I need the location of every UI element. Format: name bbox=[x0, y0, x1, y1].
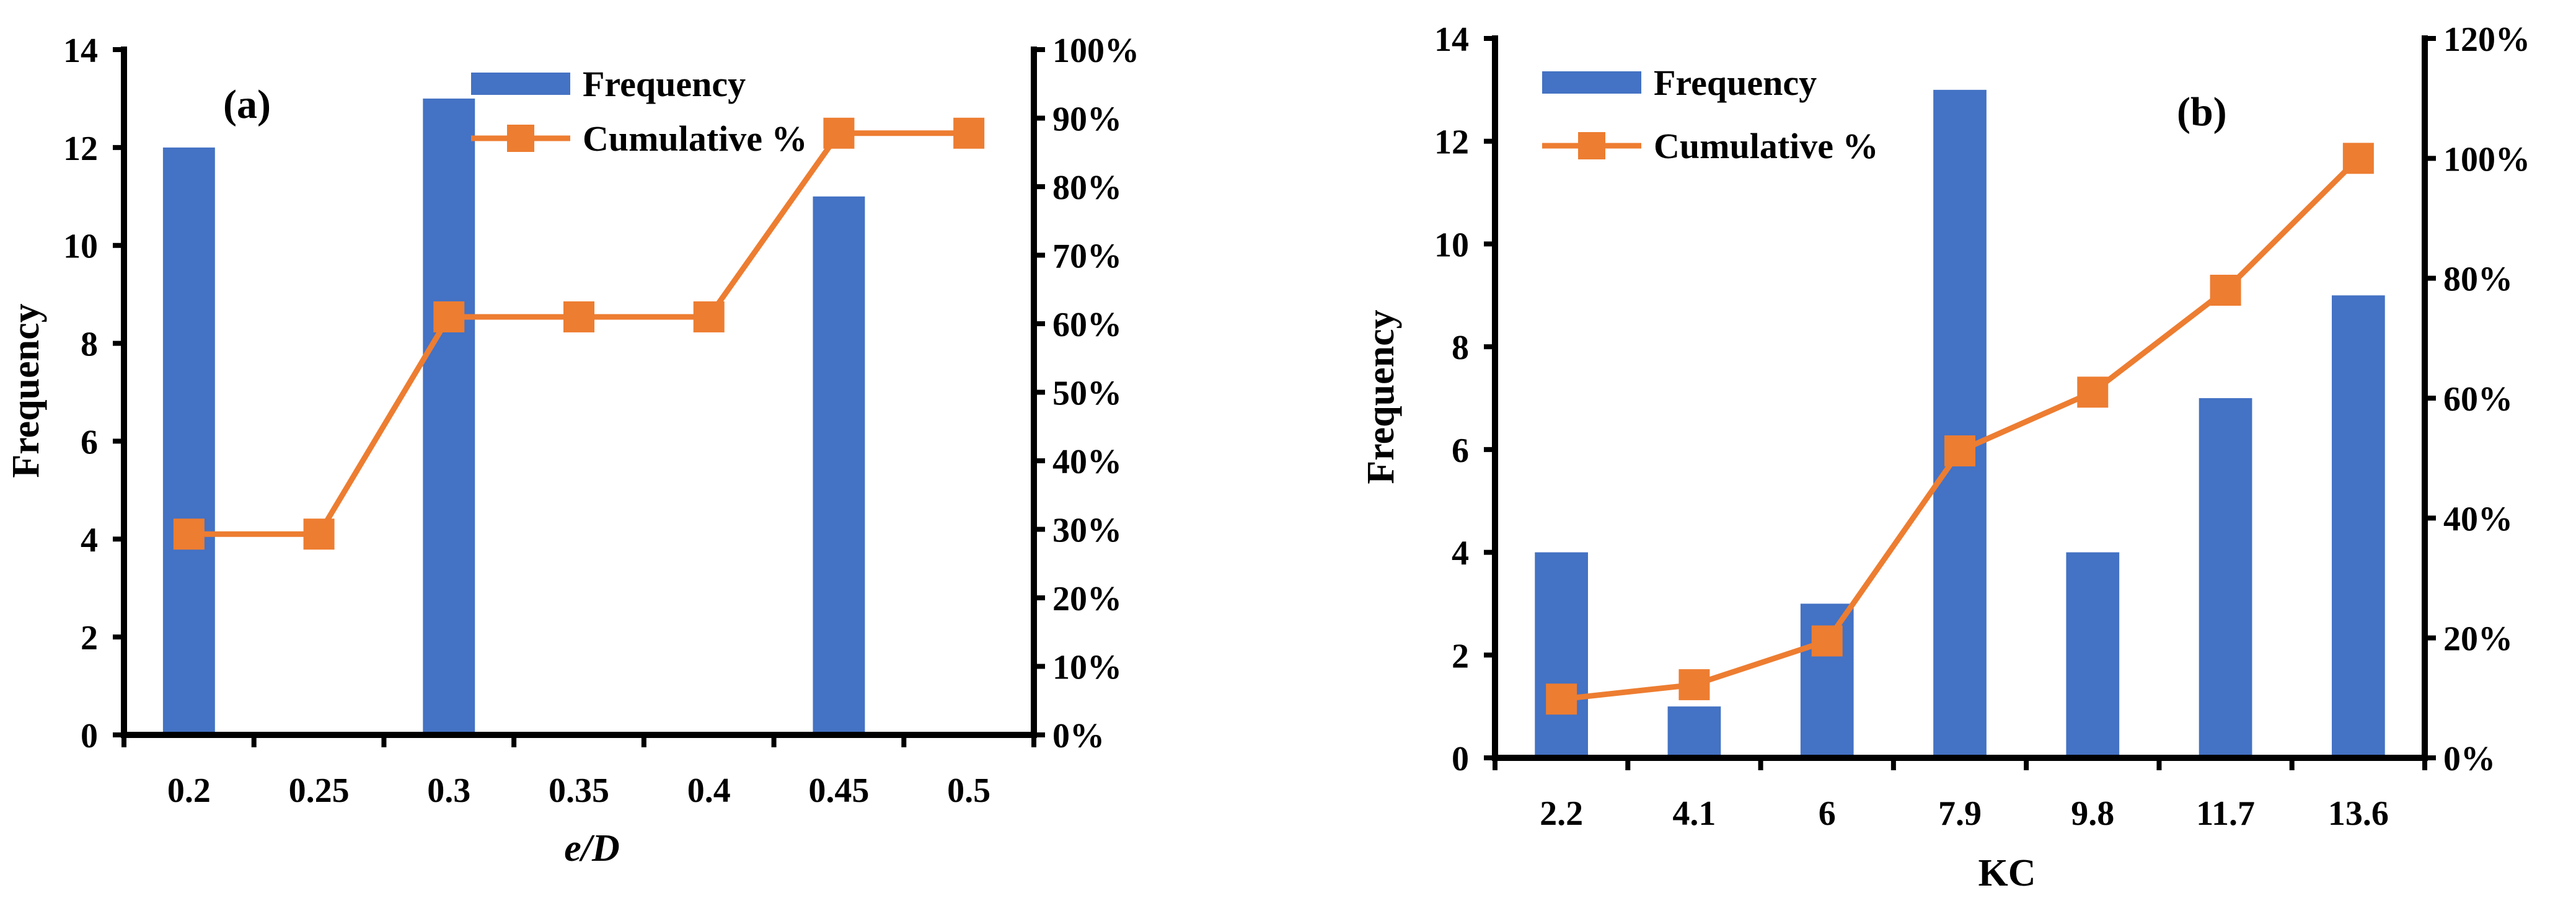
y-tick-label: 10 bbox=[1434, 226, 1469, 264]
y-tick-label: 6 bbox=[81, 423, 98, 461]
y2-tick-label: 20% bbox=[2443, 620, 2513, 659]
panel-label: (b) bbox=[2177, 89, 2227, 135]
y-tick-label: 2 bbox=[81, 619, 98, 657]
chart-a: 0 2 4 6 8 10 12 14 0% 10% 20% 30% 40% 50% 60% 70% 80% 90%… bbox=[5, 32, 1139, 869]
y-tick-label: 0 bbox=[81, 717, 98, 755]
x-tick-label: 0.5 bbox=[947, 771, 990, 810]
line-marker bbox=[433, 301, 465, 332]
line-marker bbox=[1546, 683, 1577, 715]
y2-tick-label: 60% bbox=[1052, 306, 1122, 344]
x-tick-label: 9.8 bbox=[2071, 794, 2114, 833]
x-tick-label: 4.1 bbox=[1672, 794, 1716, 833]
x-tick-label: 7.9 bbox=[1938, 794, 1982, 833]
x-tick-label: 0.45 bbox=[808, 771, 869, 810]
legend: Frequency Cumulative % bbox=[1542, 63, 1879, 166]
y2-tick-label: 40% bbox=[2443, 500, 2513, 538]
y2-tick-label: 70% bbox=[1052, 238, 1122, 276]
y-tick-label: 6 bbox=[1452, 432, 1469, 470]
y-tick-label: 12 bbox=[63, 130, 98, 168]
x-tick-label: 2.2 bbox=[1540, 794, 1583, 833]
legend-label: Frequency bbox=[1654, 63, 1817, 103]
y-tick-label: 8 bbox=[81, 326, 98, 364]
line-marker bbox=[2210, 275, 2241, 306]
x-tick-label: 0.25 bbox=[289, 771, 350, 810]
bar bbox=[1667, 706, 1721, 758]
bar bbox=[2199, 398, 2252, 758]
legend: Frequency Cumulative % bbox=[471, 64, 808, 159]
y2-tick-label: 80% bbox=[1052, 169, 1122, 207]
x-tick-label: 0.4 bbox=[687, 771, 731, 810]
y-axis-title: Frequency bbox=[1360, 309, 1402, 484]
legend-label: Cumulative % bbox=[1654, 126, 1879, 166]
y2-tick-label: 100% bbox=[1052, 32, 1139, 70]
y2-tick-label: 60% bbox=[2443, 380, 2513, 419]
y2-tick-label: 90% bbox=[1052, 100, 1122, 139]
x-tick-label: 0.2 bbox=[167, 771, 211, 810]
y-tick-label: 14 bbox=[63, 32, 98, 70]
y-tick-label: 8 bbox=[1452, 329, 1469, 367]
bar bbox=[1535, 552, 1588, 758]
x-axis-title: e/D bbox=[564, 827, 620, 869]
line-marker bbox=[823, 117, 855, 149]
legend-swatch-bar bbox=[1542, 71, 1641, 94]
line-marker bbox=[953, 117, 985, 149]
y2-tick-label: 40% bbox=[1052, 443, 1122, 481]
panel-label: (a) bbox=[223, 82, 271, 127]
y2-tick-label: 120% bbox=[2443, 20, 2530, 59]
line-marker bbox=[1944, 435, 1975, 467]
bar bbox=[1933, 89, 1987, 758]
y-tick-label: 14 bbox=[1434, 20, 1469, 59]
y-tick-label: 2 bbox=[1452, 637, 1469, 675]
bar bbox=[2332, 295, 2385, 758]
line-marker bbox=[303, 518, 335, 550]
line-marker bbox=[1678, 669, 1710, 701]
x-tick-label: 0.3 bbox=[427, 771, 470, 810]
y-tick-label: 4 bbox=[1452, 535, 1469, 573]
legend-swatch-marker bbox=[507, 125, 534, 152]
line-marker bbox=[693, 301, 725, 332]
line-marker bbox=[2077, 376, 2109, 408]
x-tick-label: 11.7 bbox=[2196, 794, 2255, 833]
bar bbox=[162, 147, 215, 735]
bar bbox=[423, 98, 475, 735]
x-tick-label: 0.35 bbox=[549, 771, 609, 810]
legend-swatch-bar bbox=[471, 73, 570, 95]
y2-tick-label: 0% bbox=[1052, 717, 1105, 755]
line-marker bbox=[2342, 143, 2374, 174]
y-tick-label: 4 bbox=[81, 521, 98, 559]
legend-swatch-marker bbox=[1578, 132, 1605, 159]
legend-label: Frequency bbox=[583, 64, 746, 104]
line-marker bbox=[563, 301, 594, 332]
legend-label: Cumulative % bbox=[583, 118, 808, 159]
line-marker bbox=[1811, 625, 1843, 657]
y-tick-label: 10 bbox=[63, 228, 98, 266]
y2-tick-label: 0% bbox=[2443, 740, 2495, 778]
chart-b: 0 2 4 6 8 10 12 14 0% 20% 40% 60% 80% 100% 120% 2.2 4.1 6… bbox=[1360, 20, 2530, 894]
y-tick-label: 12 bbox=[1434, 123, 1469, 162]
y2-tick-label: 20% bbox=[1052, 580, 1122, 618]
y-tick-label: 0 bbox=[1452, 740, 1469, 778]
x-tick-label: 13.6 bbox=[2328, 794, 2389, 833]
x-tick-label: 6 bbox=[1819, 794, 1836, 833]
y2-tick-label: 30% bbox=[1052, 512, 1122, 550]
line-marker bbox=[173, 518, 205, 550]
y2-tick-label: 100% bbox=[2443, 140, 2530, 179]
y2-tick-label: 10% bbox=[1052, 649, 1122, 687]
y2-tick-label: 50% bbox=[1052, 375, 1122, 413]
x-axis-title: KC bbox=[1978, 852, 2036, 894]
bar bbox=[813, 196, 865, 735]
y-axis-title: Frequency bbox=[5, 303, 47, 478]
bar bbox=[2066, 552, 2120, 758]
y2-tick-label: 80% bbox=[2443, 260, 2513, 299]
